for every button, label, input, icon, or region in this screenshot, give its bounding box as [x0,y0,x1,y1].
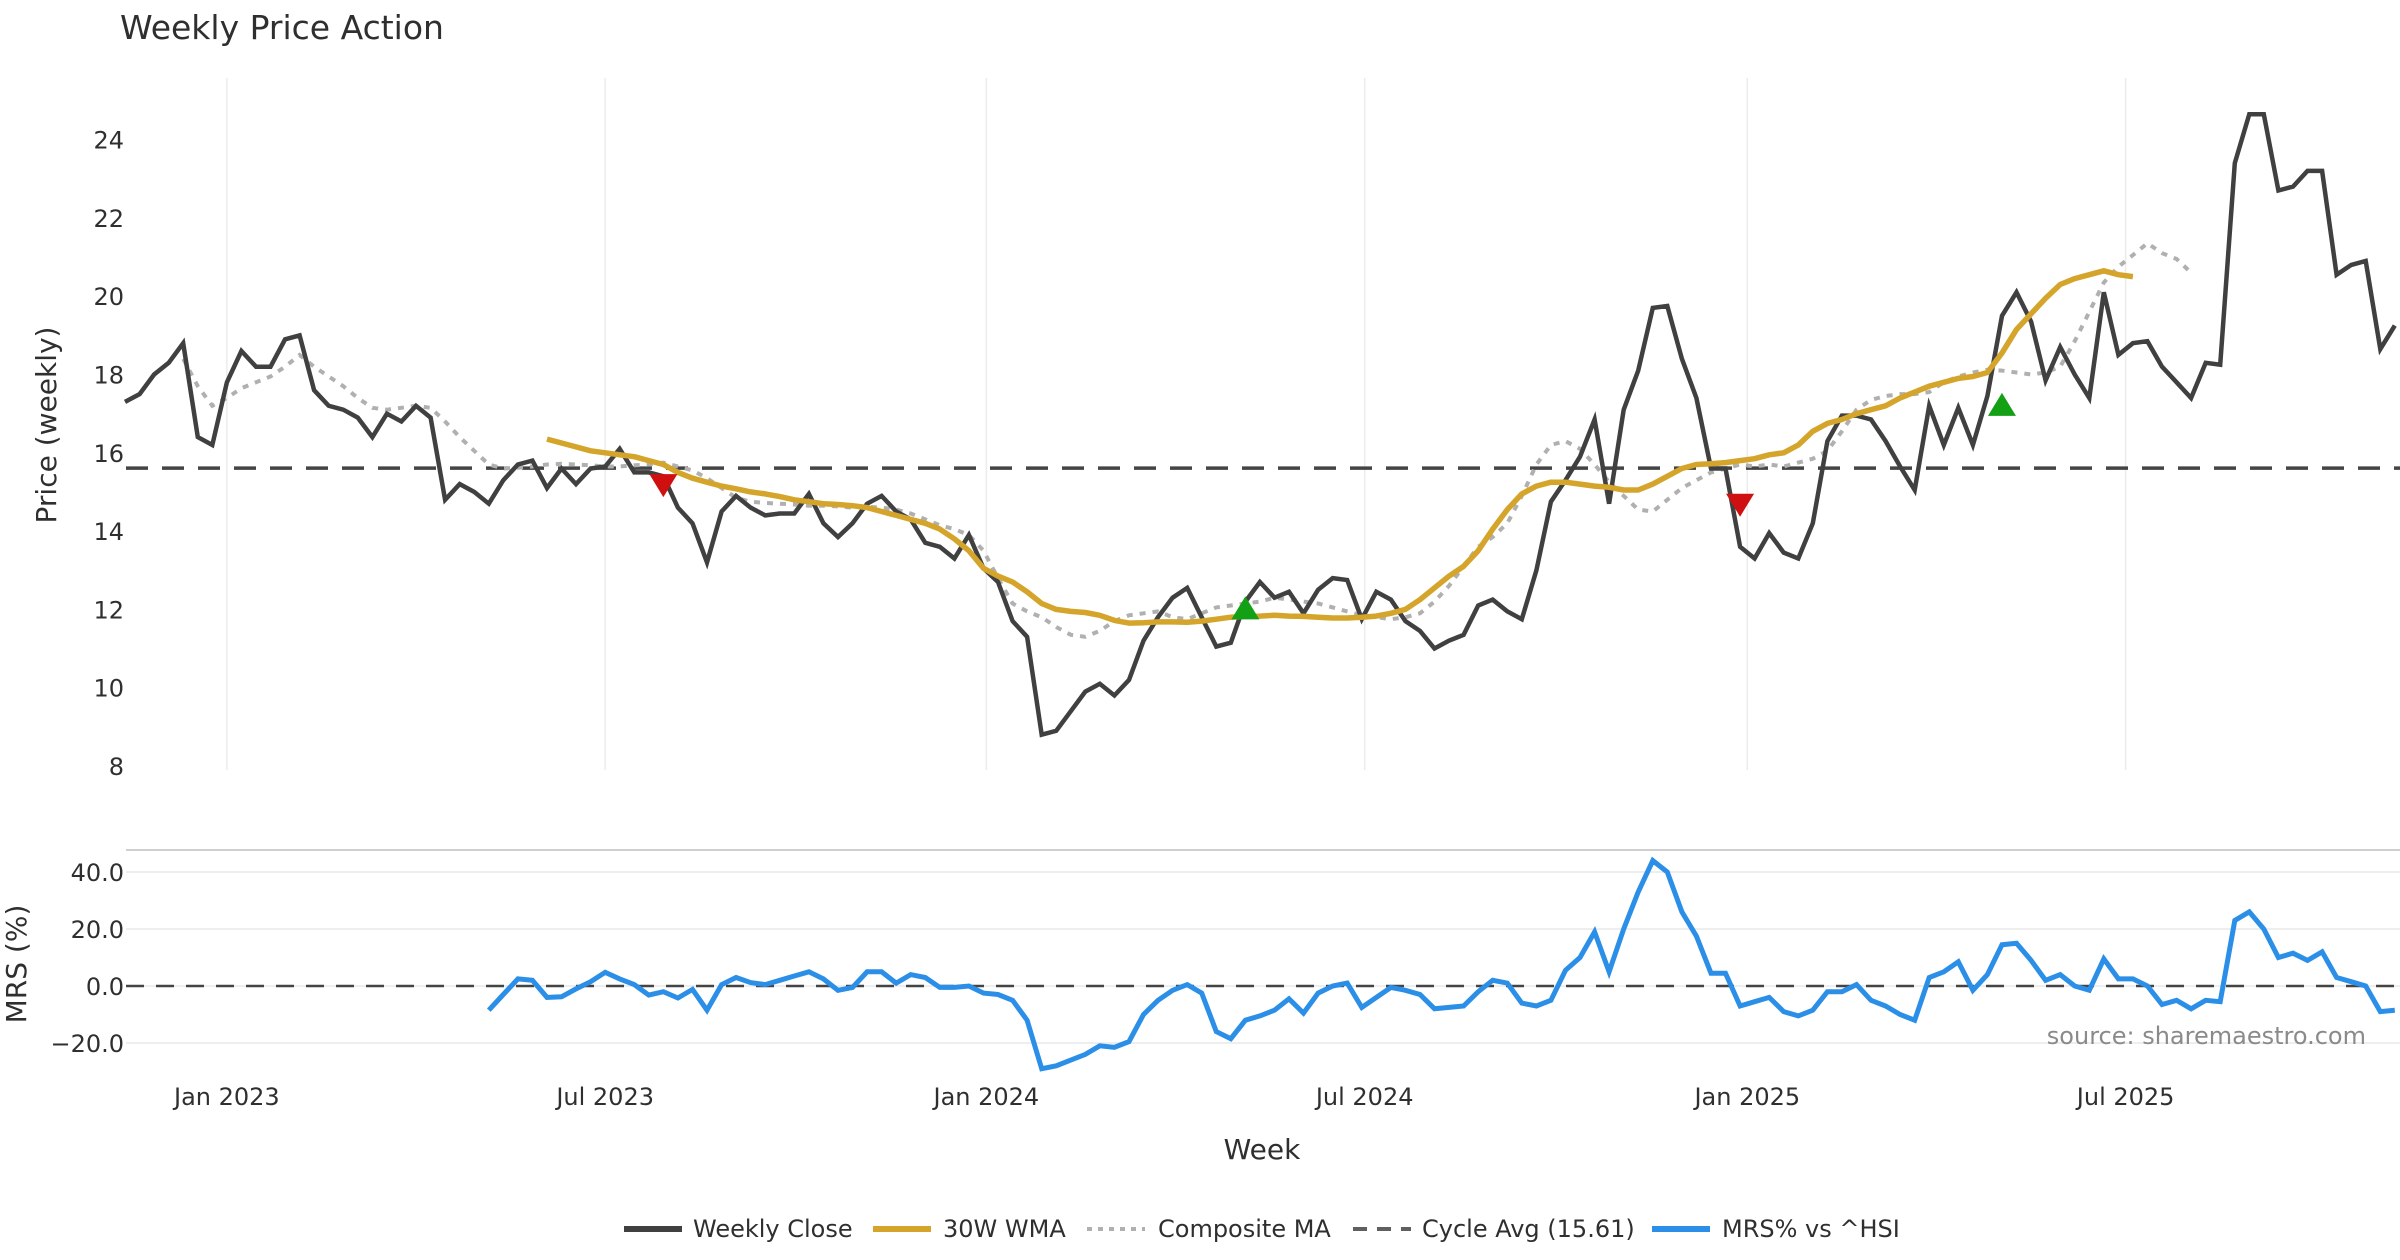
buy-signal-marker [1987,392,2016,416]
mrs-y-tick-label: 20.0 [71,916,124,944]
mrs-y-tick-label: −20.0 [50,1030,124,1058]
sell-signal-marker [649,474,678,498]
signal-markers [649,392,2016,620]
legend-label-composite: Composite MA [1158,1215,1331,1243]
price-y-ticks: 8 10 12 14 16 18 20 22 24 [93,127,124,781]
mrs-line [486,856,2396,1072]
mrs-y-tick-label: 40.0 [71,859,124,887]
x-tick-label: Jan 2024 [932,1083,1040,1111]
price-y-tick-label: 12 [93,596,124,624]
legend-label-wma: 30W WMA [943,1215,1066,1243]
mrs-series [126,856,2400,1072]
sell-signal-marker [1726,493,1755,517]
x-tick-label: Jan 2023 [172,1083,280,1111]
price-y-tick-label: 24 [93,127,124,155]
price-grid [226,78,2127,770]
price-y-axis-title: Price (weekly) [30,327,63,524]
wma-line [546,268,2134,626]
legend-label-cycle: Cycle Avg (15.61) [1422,1215,1635,1243]
x-tick-label: Jan 2025 [1692,1083,1800,1111]
price-y-tick-label: 16 [93,440,124,468]
price-y-tick-label: 10 [93,675,124,703]
weekly-close-line [123,111,2397,738]
price-series [123,111,2400,738]
price-y-tick-label: 18 [93,362,124,390]
mrs-y-axis-title: MRS (%) [0,905,33,1024]
source-annotation: source: sharemaestro.com [2047,1022,2366,1050]
price-y-tick-label: 22 [93,205,124,233]
legend-label-mrs: MRS% vs ^HSI [1722,1215,1900,1243]
legend-label-weekly-close: Weekly Close [693,1215,853,1243]
buy-signal-marker [1231,596,1260,620]
price-y-tick-label: 14 [93,518,124,546]
composite-ma-line [181,240,2193,639]
x-ticks: Jan 2023 Jul 2023 Jan 2024 Jul 2024 Jan 2025… [172,1083,2174,1111]
chart-title: Weekly Price Action [120,8,444,47]
x-axis-title: Week [1224,1133,1301,1166]
x-tick-label: Jul 2024 [1314,1083,1414,1111]
price-y-tick-label: 8 [109,753,124,781]
legend: Weekly Close 30W WMA Composite MA Cycle … [624,1215,1900,1243]
mrs-y-tick-label: 0.0 [86,973,124,1001]
mrs-y-ticks: −20.0 0.0 20.0 40.0 [50,859,124,1058]
price-y-tick-label: 20 [93,283,124,311]
x-tick-label: Jul 2025 [2075,1083,2175,1111]
x-tick-label: Jul 2023 [554,1083,654,1111]
